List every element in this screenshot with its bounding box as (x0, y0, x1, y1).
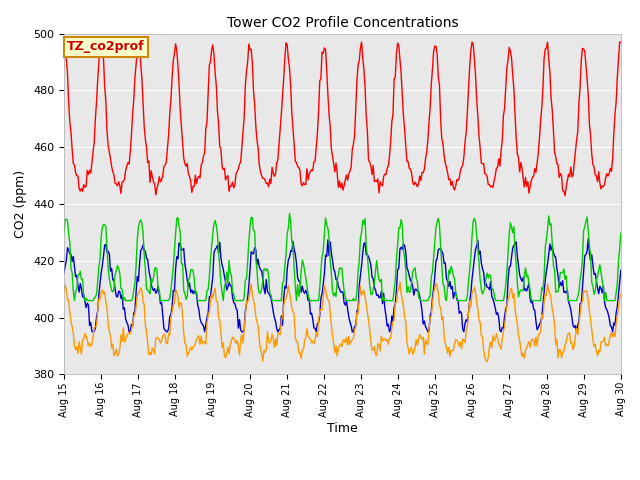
0.35m (373, 179, 381, 184)
23.5m (568, 340, 576, 346)
6.0m (374, 269, 381, 275)
0.35m (617, 39, 625, 45)
Y-axis label: CO2 (ppm): CO2 (ppm) (15, 170, 28, 238)
23.5m (396, 279, 404, 285)
1.8m (567, 307, 575, 312)
6.0m (472, 218, 479, 224)
6.0m (285, 211, 293, 216)
0.35m (470, 56, 478, 61)
6.0m (70, 298, 78, 303)
23.5m (617, 291, 625, 297)
6.0m (234, 298, 242, 303)
1.8m (470, 256, 478, 262)
6.0m (60, 231, 68, 237)
1.8m (296, 279, 304, 285)
0.35m (296, 168, 304, 173)
0.35m (234, 166, 242, 171)
6.0m (568, 298, 576, 303)
X-axis label: Time: Time (327, 422, 358, 435)
Text: TZ_co2prof: TZ_co2prof (67, 40, 145, 53)
23.5m (372, 352, 380, 358)
0.35m (96, 39, 104, 45)
1.8m (89, 329, 97, 335)
1.8m (399, 241, 407, 247)
1.8m (234, 325, 242, 331)
1.8m (60, 270, 68, 276)
1.8m (617, 267, 625, 273)
0.35m (399, 113, 407, 119)
1.8m (373, 292, 381, 298)
0.35m (568, 174, 576, 180)
Line: 1.8m: 1.8m (64, 239, 621, 332)
23.5m (60, 287, 68, 292)
Line: 0.35m: 0.35m (64, 42, 621, 196)
6.0m (617, 230, 625, 236)
23.5m (399, 303, 407, 309)
Title: Tower CO2 Profile Concentrations: Tower CO2 Profile Concentrations (227, 16, 458, 30)
6.0m (298, 268, 305, 274)
23.5m (234, 338, 241, 344)
23.5m (295, 350, 303, 356)
0.35m (561, 193, 569, 199)
Line: 6.0m: 6.0m (64, 214, 621, 300)
1.8m (584, 236, 592, 241)
6.0m (401, 254, 408, 260)
Line: 23.5m: 23.5m (64, 282, 621, 361)
23.5m (483, 359, 491, 364)
0.35m (60, 40, 68, 46)
23.5m (470, 284, 478, 290)
